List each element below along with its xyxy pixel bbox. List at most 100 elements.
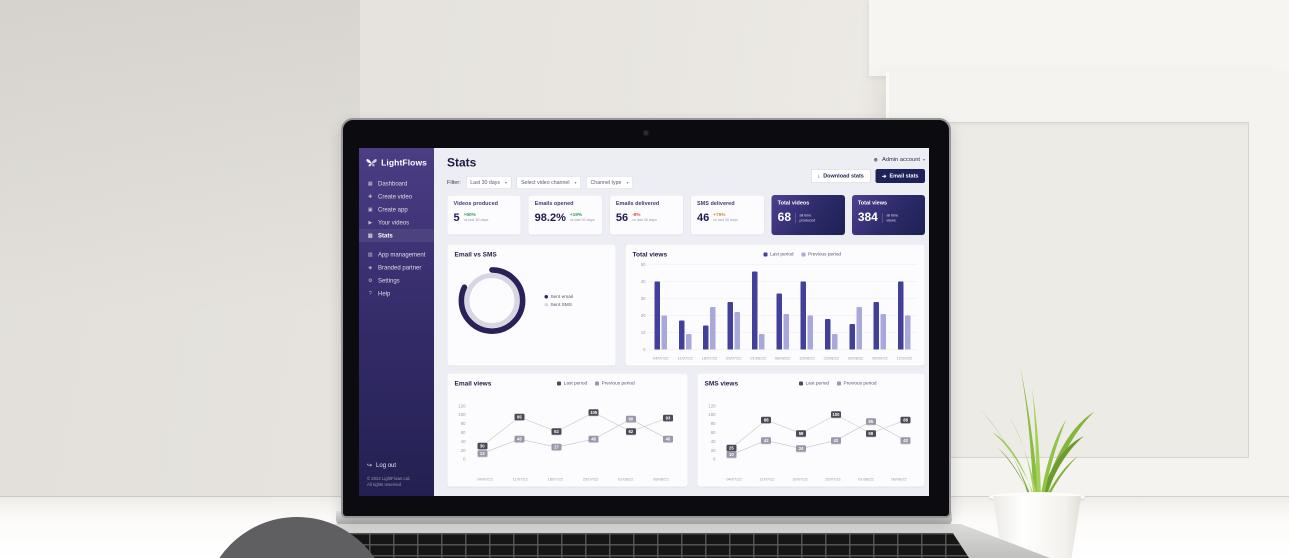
bar-last [678,320,685,350]
x-axis-label: 11/07/22 [759,477,775,482]
data-point-label: 45 [662,435,673,443]
legend-marker [799,381,804,386]
stat-card-label: Emails opened [534,200,574,207]
copyright-line2: All rights reserved [367,482,402,488]
bar-previous [685,334,692,350]
account-menu[interactable]: ☻ Admin account ▾ [873,156,925,163]
data-point-label: 85 [865,418,876,425]
sms-views-card: SMS views Last period Previous period 0 20… [697,373,925,487]
y-axis-tick: 30 [640,296,646,301]
x-axis-label: 25/07/22 [825,477,841,482]
data-point-label: 58 [796,430,807,437]
stat-card-label: SMS delivered [696,200,735,207]
x-axis-label: 22/08/22 [823,356,840,361]
stat-card-label: Videos produced [453,200,499,207]
y-axis-tick: 0 [643,347,646,352]
total-card-subtext: all time views [881,213,899,223]
chevron-down-icon: ▾ [505,180,508,185]
x-axis-label: 04/07/22 [652,356,669,361]
page-title: Stats [447,156,477,170]
bar-group [746,265,770,350]
bar-group [819,265,843,350]
sidebar-item-label: Stats [378,232,393,239]
x-axis-label: 01/08/22 [750,356,766,361]
grid-line [648,349,917,350]
total-card-label: Total views [857,200,888,206]
sidebar-item-dashboard[interactable]: ▦ Dashboard [359,177,434,190]
line-plot: 0 20 40 60 80 100 120 25 88 58 100 58 88 10 42 24 42 85 42 [708,396,916,470]
filter-select[interactable]: Last 30 days ▾ [465,176,512,189]
x-axis-label: 11/07/22 [512,477,528,482]
data-point-label: 100 [830,411,841,418]
donut-chart [458,267,526,334]
stat-card-value: 46 [696,211,710,224]
y-axis-tick: 20 [460,447,466,453]
create-app-icon: ▣ [367,206,373,213]
bar-previous [807,315,814,350]
total-card-subtext: all time produced [795,213,815,223]
y-axis-tick: 20 [640,313,646,318]
settings-icon: ⚙ [368,277,373,284]
stat-card-delta: +50% [463,212,476,218]
line-legend: Last period Previous period [799,381,877,386]
y-axis-tick: 40 [460,438,466,444]
bar-previous [905,315,911,350]
logo-text: LightFlows [381,158,427,168]
sidebar-item-label: Your videos [378,219,410,226]
filter-select[interactable]: Select video channel ▾ [516,176,581,189]
data-point-label: 24 [796,445,807,452]
legend-item: Previous period [837,381,877,386]
total-card-subtext-line1: all time [886,213,899,218]
x-axis-label: 25/07/22 [582,477,599,482]
filter-select-value: Channel type [590,179,622,186]
bar-group [795,265,819,350]
bar-previous [880,313,887,350]
send-icon: ➔ [881,173,887,180]
legend-item: Last period [763,252,794,257]
bar-legend: Last period Previous period [763,251,842,258]
legend-label: Sent email [550,293,573,300]
laptop-base [240,524,1050,558]
sidebar-item-branded-partner[interactable]: ◈ Branded partner [359,261,434,274]
sidebar-item-create-app[interactable]: ▣ Create app [359,203,434,216]
legend-label: Previous period [808,251,842,258]
topbar: Stats Filter: Last 30 days ▾ Select video … [447,156,925,189]
sidebar-item-settings[interactable]: ⚙ Settings [359,274,434,287]
stats-icon: ▥ [367,232,373,239]
sidebar-item-create-video[interactable]: ✚ Create video [359,190,434,203]
legend-label: Previous period [601,380,635,387]
bar-previous [783,313,789,350]
bar-last [898,281,904,350]
y-axis-tick: 120 [458,403,466,409]
sidebar-item-label: Create app [378,206,408,213]
stat-card-label: Emails delivered [615,200,660,207]
sidebar-item-app-management[interactable]: ▧ App management [359,248,434,261]
x-axis-label: 08/08/22 [774,356,791,361]
legend-item: Sent SMS [544,302,573,307]
x-axis-label: 01/08/22 [858,477,874,482]
copyright-line1: © 2022 LightFlows Ltd. [367,475,411,481]
frame-mat [939,122,1249,458]
sidebar-item-your-videos[interactable]: ▶ Your videos [359,216,434,229]
data-point-label: 58 [865,430,876,437]
sidebar-item-stats[interactable]: ▥ Stats [359,229,434,242]
sidebar-item-label: App management [378,251,426,258]
stats-row: Videos produced 5 +50% vs last 30 days Email… [447,195,925,235]
bar-plot: 0 10 20 30 40 50 [641,262,917,352]
bar-group [843,265,867,350]
email-stats-button[interactable]: ➔ Email stats [875,169,925,183]
bar-group [770,265,794,350]
chart-title: Total views [632,250,668,259]
x-axis-label: 11/07/22 [677,356,693,361]
legend-item: Sent email [544,293,573,300]
y-axis-tick: 60 [710,430,716,435]
logout-button[interactable]: ↪ Log out [367,461,426,468]
sidebar-item-help[interactable]: ? Help [359,287,434,300]
download-stats-button[interactable]: ↓ Download stats [810,169,871,183]
data-point-label: 62 [625,428,636,435]
filter-select[interactable]: Channel type ▾ [585,176,633,189]
main-content: Stats Filter: Last 30 days ▾ Select video … [434,148,929,496]
button-label: Email stats [889,173,919,179]
x-axis-label: 15/08/22 [799,356,815,361]
